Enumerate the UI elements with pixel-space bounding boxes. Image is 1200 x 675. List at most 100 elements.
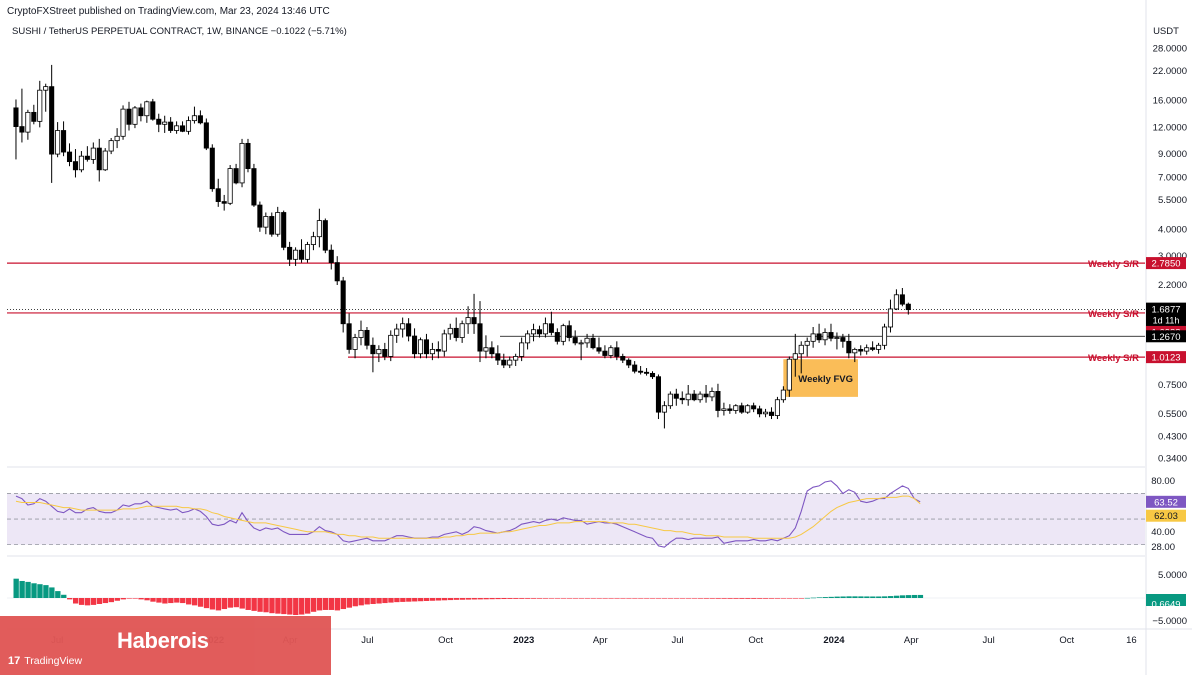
tradingview-logo-icon: 17: [8, 655, 21, 667]
candle-down: [870, 347, 876, 350]
hist-bar: [608, 598, 614, 599]
candle-up: [239, 142, 245, 184]
candle-up: [584, 337, 590, 344]
countdown-badge-text: 1d 11h: [1153, 316, 1180, 326]
candle-up: [388, 334, 394, 357]
hist-bar: [43, 585, 49, 598]
hist-bar: [328, 598, 335, 610]
candle-down: [364, 329, 370, 346]
hist-bar: [703, 598, 709, 599]
hist-bar: [358, 598, 364, 606]
candle-up: [465, 317, 471, 325]
candle-down: [269, 216, 275, 235]
hist-bar: [489, 598, 495, 600]
hist-bar: [638, 598, 644, 599]
candle-down: [340, 280, 346, 325]
hist-bar: [822, 597, 828, 598]
fvg-zone: [783, 359, 858, 397]
hist-bar: [13, 578, 19, 598]
candle-up: [780, 389, 786, 401]
hist-bar: [72, 598, 79, 604]
candle-up: [852, 349, 858, 354]
candle-down: [203, 122, 209, 149]
hist-bar: [96, 598, 103, 604]
candle-down: [644, 371, 650, 374]
tradingview-brand[interactable]: 17 TradingView: [8, 655, 82, 667]
symbol-legend[interactable]: SUSHI / TetherUS PERPETUAL CONTRACT, 1W,…: [12, 26, 347, 37]
price-tick-label: 9.0000: [1158, 149, 1187, 160]
sr-badge-low: [1146, 351, 1186, 364]
candle-down: [209, 147, 215, 190]
sr-badge-top-text: 2.7850: [1151, 259, 1180, 270]
candle-up: [560, 325, 566, 342]
hist-bar: [721, 598, 727, 599]
hist-bar: [322, 598, 329, 610]
hist-bar: [429, 598, 436, 601]
hist-bar: [126, 598, 132, 599]
candle-up: [227, 168, 233, 204]
candle-down: [197, 115, 203, 124]
hist-bar: [370, 598, 376, 604]
hist-bar: [667, 598, 674, 599]
time-axis-label: Apr: [904, 635, 919, 646]
candle-up: [459, 323, 465, 338]
hist-bar: [816, 597, 822, 598]
hist-bar: [78, 598, 85, 605]
candle-down: [655, 376, 662, 413]
candle-down: [150, 101, 156, 120]
candle-up: [864, 347, 870, 352]
hist-bar: [61, 594, 67, 598]
candle-down: [632, 364, 638, 372]
hist-bar: [281, 598, 287, 615]
hist-bar: [632, 598, 638, 599]
price-tick-label: 3.0000: [1158, 251, 1187, 262]
hist-bar: [572, 598, 579, 599]
candle-down: [406, 323, 412, 337]
hist-bar: [25, 581, 31, 598]
hist-bar: [804, 597, 811, 599]
hist-bar: [644, 598, 650, 599]
hist-bar: [840, 596, 846, 598]
candle-up: [685, 393, 691, 401]
candle-up: [542, 323, 548, 335]
hist-bar: [138, 598, 144, 600]
candle-down: [602, 350, 608, 356]
candle-down: [596, 347, 602, 352]
hist-bar: [887, 596, 894, 598]
candle-down: [638, 370, 644, 373]
candle-down: [768, 411, 775, 416]
hist-bar: [221, 598, 228, 610]
candle-up: [185, 120, 192, 132]
hist-bar: [584, 598, 590, 599]
hist-bar: [471, 598, 477, 600]
hist-bar: [798, 598, 805, 599]
hist-bar: [156, 598, 162, 603]
hist-bar: [733, 598, 739, 599]
hist-bar: [673, 598, 680, 599]
candle-down: [858, 349, 864, 352]
candle-down: [281, 212, 287, 248]
candle-up: [358, 329, 364, 338]
candle-down: [626, 359, 632, 366]
hist-bar: [477, 598, 483, 600]
rsi-ma-badge: [1146, 509, 1186, 522]
candle-up: [263, 216, 269, 228]
price-tick-label: 5.5000: [1158, 195, 1187, 206]
hist-bar: [215, 598, 222, 611]
hist-bar: [269, 598, 275, 614]
candle-up: [162, 121, 168, 125]
hist-bar: [263, 598, 269, 613]
candle-down: [233, 168, 239, 184]
hist-bar: [304, 598, 311, 614]
candle-up: [822, 332, 828, 341]
candle-down: [156, 118, 162, 125]
hist-bar: [899, 595, 906, 598]
candle-up: [191, 115, 197, 122]
hist-bar: [31, 583, 37, 598]
price-tick-label: 0.7500: [1158, 380, 1187, 391]
candle-down: [180, 125, 186, 132]
candle-down: [287, 246, 293, 260]
hist-bar: [614, 598, 620, 599]
candle-down: [614, 347, 620, 357]
